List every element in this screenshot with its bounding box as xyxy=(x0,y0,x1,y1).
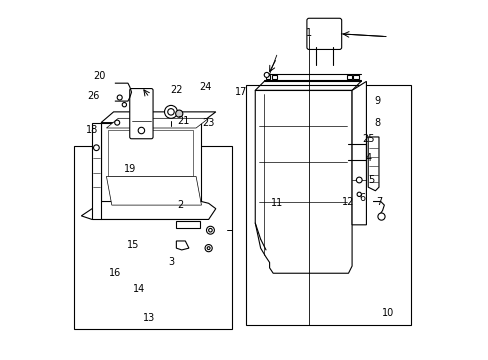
Circle shape xyxy=(175,110,183,117)
Text: 9: 9 xyxy=(373,96,380,106)
Text: 21: 21 xyxy=(177,116,189,126)
Polygon shape xyxy=(101,112,215,123)
Text: 13: 13 xyxy=(143,313,155,323)
Bar xyxy=(74,146,231,329)
Text: 19: 19 xyxy=(123,164,136,174)
Bar xyxy=(352,75,358,79)
Circle shape xyxy=(356,177,362,183)
Polygon shape xyxy=(106,176,201,205)
Text: 14: 14 xyxy=(132,284,144,294)
Text: 8: 8 xyxy=(373,118,380,128)
Text: 12: 12 xyxy=(342,197,354,207)
Circle shape xyxy=(208,228,212,232)
Polygon shape xyxy=(176,241,188,250)
Text: 18: 18 xyxy=(86,125,98,135)
Text: 5: 5 xyxy=(368,175,374,185)
Polygon shape xyxy=(367,137,378,191)
Bar xyxy=(265,75,270,79)
Polygon shape xyxy=(92,123,101,220)
Circle shape xyxy=(207,247,210,249)
Circle shape xyxy=(93,145,99,150)
Circle shape xyxy=(164,105,177,118)
Text: 15: 15 xyxy=(127,239,139,249)
Bar xyxy=(272,75,276,79)
Text: 6: 6 xyxy=(359,193,365,203)
Text: 10: 10 xyxy=(381,308,393,318)
Circle shape xyxy=(356,192,361,197)
FancyBboxPatch shape xyxy=(306,18,341,49)
Text: 1: 1 xyxy=(305,28,311,38)
Polygon shape xyxy=(81,202,215,220)
Bar xyxy=(346,75,351,79)
Circle shape xyxy=(115,120,120,125)
Circle shape xyxy=(117,95,122,100)
Text: 23: 23 xyxy=(202,118,214,128)
Text: 20: 20 xyxy=(93,71,105,81)
Polygon shape xyxy=(255,90,351,273)
Text: 25: 25 xyxy=(361,134,374,144)
Text: 3: 3 xyxy=(167,257,174,267)
Text: 11: 11 xyxy=(270,198,283,208)
Text: 7: 7 xyxy=(375,197,381,207)
Polygon shape xyxy=(351,81,366,225)
Text: 4: 4 xyxy=(365,153,370,163)
Circle shape xyxy=(206,226,214,234)
Text: 22: 22 xyxy=(170,85,182,95)
Circle shape xyxy=(377,213,384,220)
Bar xyxy=(246,85,410,325)
Polygon shape xyxy=(106,118,208,128)
Circle shape xyxy=(264,72,269,77)
Text: 24: 24 xyxy=(199,82,211,92)
Text: 2: 2 xyxy=(177,200,183,210)
Circle shape xyxy=(204,244,212,252)
Polygon shape xyxy=(101,123,201,220)
Text: 16: 16 xyxy=(109,268,122,278)
Circle shape xyxy=(167,109,174,115)
Text: 17: 17 xyxy=(234,87,246,97)
FancyBboxPatch shape xyxy=(129,89,153,139)
Text: 26: 26 xyxy=(87,91,100,101)
Circle shape xyxy=(138,127,144,134)
Polygon shape xyxy=(108,130,192,176)
Circle shape xyxy=(122,103,126,107)
Bar xyxy=(176,221,199,228)
